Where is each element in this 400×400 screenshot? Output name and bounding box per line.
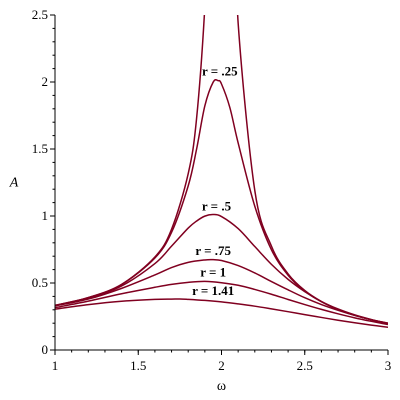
x-tick-label: 2 bbox=[218, 358, 225, 373]
x-tick-label: 1.5 bbox=[130, 358, 146, 373]
y-tick-label: 2 bbox=[42, 74, 49, 89]
series-line-3 bbox=[55, 258, 388, 325]
y-ticks-group: 0 0.5 1 1.5 2 2.5 bbox=[32, 7, 55, 357]
curves-group bbox=[55, 15, 388, 328]
curve-labels-group: r = .25 r = .5 r = .75 r = 1 r = 1.41 bbox=[192, 63, 238, 298]
x-tick-label: 2.5 bbox=[297, 358, 313, 373]
curve-label: r = .75 bbox=[195, 243, 231, 258]
curve-label: r = 1.41 bbox=[192, 283, 234, 298]
curve-label: r = .25 bbox=[202, 63, 238, 78]
series-line-4 bbox=[55, 280, 388, 326]
series-line-5 bbox=[55, 298, 388, 328]
x-tick-label: 1 bbox=[52, 358, 59, 373]
y-tick-label: 0.5 bbox=[32, 275, 48, 290]
x-tick-label: 3 bbox=[385, 358, 392, 373]
x-axis-title: ω bbox=[217, 379, 226, 394]
curve-label: r = 1 bbox=[200, 264, 226, 279]
y-tick-label: 1.5 bbox=[32, 141, 48, 156]
curve-label: r = .5 bbox=[202, 199, 232, 214]
y-tick-label: 1 bbox=[42, 208, 49, 223]
y-axis-title: A bbox=[9, 176, 19, 191]
y-tick-label: 2.5 bbox=[32, 7, 48, 22]
series-line-2 bbox=[55, 213, 388, 325]
y-tick-label: 0 bbox=[42, 342, 49, 357]
x-ticks-group: 1 1.5 2 2.5 3 bbox=[52, 350, 392, 373]
